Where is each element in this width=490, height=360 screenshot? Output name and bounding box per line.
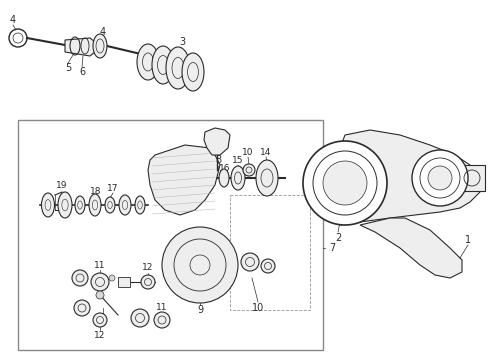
- Ellipse shape: [243, 164, 255, 176]
- Circle shape: [412, 150, 468, 206]
- Text: 12: 12: [142, 264, 154, 273]
- Ellipse shape: [141, 275, 155, 289]
- Circle shape: [162, 227, 238, 303]
- Ellipse shape: [91, 273, 109, 291]
- Text: 16: 16: [219, 163, 231, 172]
- Ellipse shape: [42, 193, 54, 217]
- Ellipse shape: [261, 259, 275, 273]
- Polygon shape: [65, 38, 95, 56]
- Ellipse shape: [154, 312, 170, 328]
- Ellipse shape: [72, 270, 88, 286]
- Text: 3: 3: [179, 37, 185, 47]
- Ellipse shape: [93, 313, 107, 327]
- Text: 10: 10: [252, 303, 264, 313]
- Ellipse shape: [137, 44, 159, 80]
- Ellipse shape: [135, 196, 145, 214]
- Ellipse shape: [58, 192, 72, 218]
- Text: 17: 17: [107, 184, 119, 193]
- Ellipse shape: [256, 160, 278, 196]
- Text: 7: 7: [329, 243, 335, 253]
- Text: 15: 15: [232, 156, 244, 165]
- Polygon shape: [360, 218, 462, 278]
- Text: 14: 14: [260, 148, 271, 157]
- Text: 8: 8: [215, 155, 221, 165]
- Bar: [18, 120, 323, 350]
- Text: 11: 11: [156, 303, 168, 312]
- Text: 18: 18: [90, 186, 102, 195]
- Ellipse shape: [182, 53, 204, 91]
- Text: 5: 5: [65, 63, 71, 73]
- Ellipse shape: [89, 194, 101, 216]
- Ellipse shape: [131, 309, 149, 327]
- Text: 13: 13: [97, 318, 109, 327]
- Ellipse shape: [74, 300, 90, 316]
- Circle shape: [96, 291, 104, 299]
- Ellipse shape: [241, 253, 259, 271]
- Circle shape: [109, 275, 115, 281]
- Bar: [118, 277, 130, 287]
- Bar: [460, 165, 485, 191]
- Polygon shape: [204, 128, 230, 155]
- Text: 6: 6: [79, 67, 85, 77]
- Circle shape: [323, 161, 367, 205]
- Text: 4: 4: [10, 15, 16, 25]
- Text: 9: 9: [197, 305, 203, 315]
- Ellipse shape: [219, 169, 229, 187]
- Ellipse shape: [166, 47, 190, 89]
- Text: 10: 10: [242, 148, 254, 157]
- Polygon shape: [328, 130, 480, 225]
- Ellipse shape: [152, 46, 174, 84]
- Text: 4: 4: [100, 27, 106, 37]
- Ellipse shape: [105, 197, 115, 213]
- Polygon shape: [148, 145, 220, 215]
- Ellipse shape: [93, 34, 107, 58]
- Ellipse shape: [231, 166, 245, 190]
- Ellipse shape: [119, 195, 131, 215]
- Text: 1: 1: [465, 235, 471, 245]
- Circle shape: [303, 141, 387, 225]
- Text: 12: 12: [94, 330, 106, 339]
- Text: 19: 19: [56, 180, 68, 189]
- Text: 2: 2: [335, 233, 341, 243]
- Ellipse shape: [75, 196, 85, 214]
- Text: 11: 11: [94, 261, 106, 270]
- Circle shape: [428, 166, 452, 190]
